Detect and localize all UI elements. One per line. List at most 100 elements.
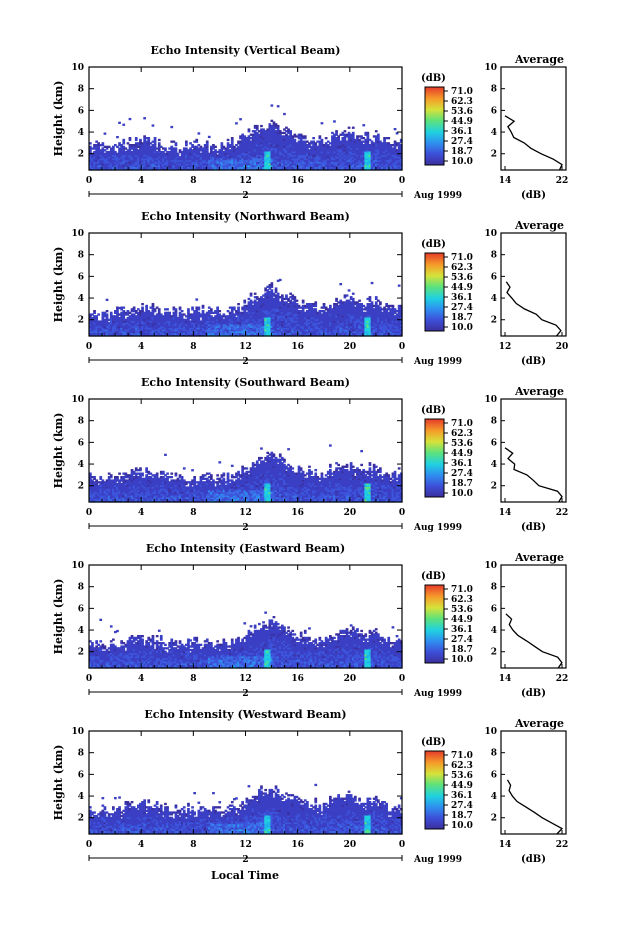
heatmap-cell — [89, 332, 92, 335]
heatmap-cell — [157, 318, 161, 321]
heatmap-cell — [374, 164, 378, 168]
heatmap-cell — [339, 145, 343, 148]
heatmap-cell — [224, 149, 228, 152]
heatmap-cell — [258, 322, 261, 325]
heatmap-cell — [324, 154, 328, 157]
heatmap-cell — [270, 322, 274, 325]
heatmap-cell — [399, 157, 403, 161]
heatmap-cell — [174, 159, 178, 162]
heatmap-cell — [345, 294, 349, 297]
heatmap-cell — [139, 152, 142, 155]
heatmap-cell — [201, 315, 205, 318]
heatmap-cell — [220, 327, 224, 330]
heatmap-cell — [195, 152, 199, 155]
heatmap-cell — [122, 123, 126, 126]
heatmap-cell — [105, 327, 109, 330]
heatmap-cell — [326, 156, 330, 159]
heatmap-cell — [329, 147, 332, 150]
heatmap-cell — [383, 145, 386, 148]
heatmap-cell — [264, 311, 267, 314]
heatmap-cell — [126, 323, 130, 327]
heatmap-cell — [218, 313, 222, 316]
heatmap-cell — [249, 163, 253, 166]
heatmap-cell — [247, 322, 251, 325]
heatmap-cell — [339, 164, 343, 168]
heatmap-cell — [299, 166, 303, 169]
heatmap-cell — [233, 332, 236, 335]
heatmap-cell — [201, 156, 205, 159]
heatmap-cell — [114, 330, 117, 334]
heatmap-cell — [253, 310, 257, 313]
heatmap-cell — [360, 159, 363, 162]
heatmap-cell — [137, 154, 140, 157]
heatmap-cell — [97, 152, 100, 155]
heatmap-cell — [112, 332, 115, 335]
heatmap-cell — [226, 147, 230, 150]
heatmap-cell — [147, 322, 151, 325]
heatmap-cell — [233, 145, 236, 148]
heatmap-cell — [291, 147, 295, 150]
day-label: 2 — [242, 191, 248, 201]
heatmap-cell — [105, 313, 109, 316]
heatmap-cell — [212, 311, 215, 314]
heatmap-cell — [347, 161, 351, 164]
heatmap-cell — [303, 140, 307, 143]
heatmap-cell — [320, 163, 324, 166]
heatmap-cell — [272, 332, 276, 335]
heatmap-cell — [239, 320, 242, 323]
heatmap-cell — [95, 332, 98, 335]
heatmap-cell — [255, 137, 259, 140]
heatmap-cell — [253, 306, 257, 309]
heatmap-cell — [149, 142, 153, 145]
heatmap-cell — [287, 315, 290, 318]
heatmap-cell — [339, 149, 343, 152]
heatmap-cell — [178, 163, 182, 166]
heatmap-cell — [281, 306, 284, 309]
heatmap-cell — [260, 157, 263, 161]
heatmap-cell — [155, 147, 159, 150]
heatmap-cell — [343, 140, 347, 143]
heatmap-cell — [301, 161, 305, 164]
heatmap-cell — [189, 323, 192, 327]
heatmap-cell — [264, 159, 267, 162]
heatmap-cell — [270, 150, 274, 154]
heatmap-cell — [149, 325, 153, 328]
heatmap-cell — [137, 330, 140, 334]
heatmap-cell — [303, 135, 307, 138]
heatmap-cell — [180, 330, 184, 334]
heatmap-cell — [255, 316, 259, 320]
heatmap-cell — [393, 128, 397, 131]
heatmap-cell — [116, 322, 119, 325]
heatmap-cell — [337, 152, 340, 155]
heatmap-cell — [393, 142, 397, 145]
heatmap-cell — [207, 306, 211, 309]
heatmap-cell — [293, 325, 297, 328]
heatmap-cell — [170, 332, 174, 335]
heatmap-cell — [214, 325, 217, 328]
heatmap-cell — [306, 157, 309, 161]
heatmap-cell — [89, 154, 92, 157]
heatmap-cell — [187, 152, 190, 155]
heatmap-cell — [255, 311, 259, 314]
heatmap-cell — [122, 161, 126, 164]
heatmap-cell — [147, 327, 151, 330]
heatmap-cell — [299, 163, 303, 166]
heatmap-cell — [193, 330, 196, 334]
heatmap-cell — [354, 163, 357, 166]
heatmap-cell — [220, 315, 224, 318]
heatmap-cell — [247, 301, 251, 304]
heatmap-cell — [216, 330, 219, 334]
heatmap-cell — [243, 327, 247, 330]
heatmap-cell — [212, 152, 215, 155]
heatmap-cell — [345, 152, 349, 155]
heatmap-cell — [122, 159, 126, 162]
heatmap-cell — [95, 164, 98, 168]
heatmap-cell — [193, 164, 196, 168]
heatmap-cell — [187, 163, 190, 166]
heatmap-cell — [287, 329, 290, 332]
heatmap-cell — [141, 159, 144, 162]
heatmap-cell — [326, 140, 330, 143]
heatmap-cell — [239, 156, 242, 159]
heatmap-cell — [218, 157, 222, 161]
heatmap-cell — [118, 121, 121, 124]
